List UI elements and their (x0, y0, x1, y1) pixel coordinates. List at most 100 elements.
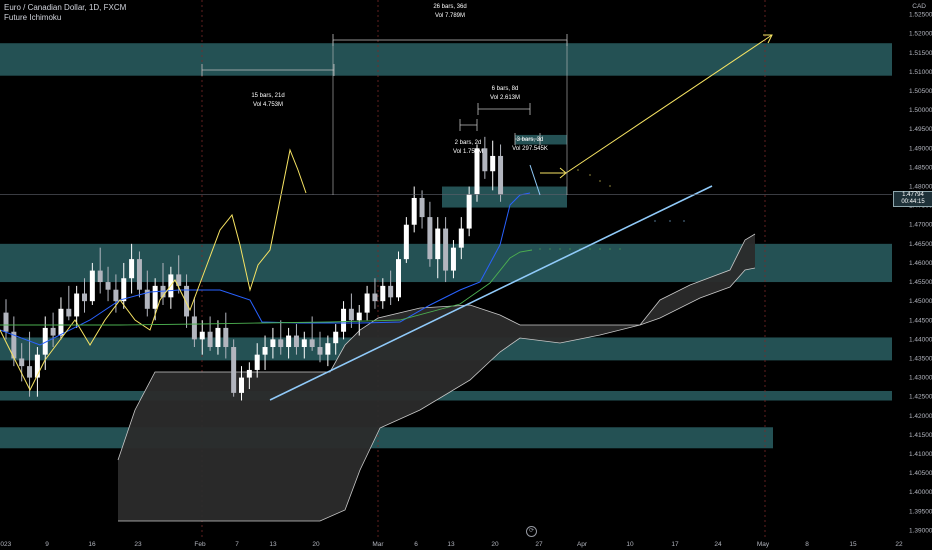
candle (105, 266, 111, 302)
candle-body (278, 339, 284, 348)
candle-body (325, 343, 331, 355)
candle-body (396, 259, 401, 298)
x-tick-label: 10 (626, 541, 634, 548)
trend-line (269, 185, 713, 401)
candle (270, 327, 276, 359)
candle-body (184, 285, 190, 317)
candle-body (105, 282, 111, 290)
y-tick-label: 1.44000 (909, 336, 932, 343)
measure-annotation-title: 3 bars, 3d (517, 137, 544, 143)
x-tick-label: 15 (849, 541, 857, 548)
candle (403, 217, 409, 263)
candle (199, 320, 205, 355)
candle (136, 251, 142, 298)
candle-body (301, 339, 307, 348)
candle-body (144, 289, 150, 309)
candle (450, 240, 456, 279)
x-tick-label: 2023 (0, 541, 12, 548)
candle (341, 301, 347, 340)
candle-body (97, 270, 103, 283)
candle (427, 201, 433, 267)
candle-body (262, 347, 268, 355)
candle (50, 312, 56, 348)
x-tick-label: 6 (414, 541, 418, 548)
candle-body (34, 354, 40, 378)
x-tick-label: 17 (671, 541, 679, 548)
x-tick-label: 23 (134, 541, 142, 548)
chikou-line (0, 249, 533, 326)
candle-body (176, 274, 182, 286)
candle-body (348, 308, 354, 321)
candle-body (11, 331, 17, 359)
candle (27, 331, 33, 397)
candle-body (239, 377, 244, 393)
candle-body (136, 259, 142, 290)
candle (34, 347, 40, 397)
projection-dot (599, 180, 601, 182)
countdown-value: 00:44:15 (901, 199, 925, 205)
candle-body (246, 369, 252, 378)
y-tick-label: 1.47000 (909, 222, 932, 229)
candle-body (466, 194, 472, 229)
projection-dot (539, 248, 541, 250)
candle-body (223, 327, 229, 348)
y-tick-label: 1.51000 (909, 69, 932, 76)
candle-body (215, 327, 221, 348)
x-tick-label: 9 (45, 541, 49, 548)
y-tick-label: 1.43000 (909, 375, 932, 382)
measure-annotation-title: 6 bars, 8d (492, 86, 519, 92)
candle (89, 262, 95, 305)
candle-body (199, 331, 205, 340)
projection-dot (589, 174, 591, 176)
candle (262, 335, 268, 370)
y-tick-label: 1.39000 (909, 527, 932, 534)
candle (348, 293, 354, 328)
candle (364, 285, 370, 321)
candle-body (482, 148, 488, 172)
y-tick-label: 1.39500 (909, 508, 932, 515)
y-tick-label: 1.42000 (909, 413, 932, 420)
pullback-line (529, 164, 541, 196)
candle-body (89, 270, 95, 302)
candle-body (458, 228, 464, 248)
measure-annotation-volume: Vol 7.789M (435, 13, 465, 19)
y-tick-label: 1.48500 (909, 164, 932, 171)
replay-icon[interactable]: ⟳ (526, 526, 537, 537)
candle (66, 285, 72, 321)
x-tick-label: 7 (235, 541, 239, 548)
candle (293, 324, 299, 355)
projection-dot (559, 248, 561, 250)
candle (388, 270, 394, 305)
candle (19, 343, 25, 382)
candle-body (3, 312, 9, 332)
candle-body (435, 228, 441, 260)
candle-body (231, 347, 237, 393)
candle (317, 331, 323, 363)
x-tick-label: 20 (491, 541, 499, 548)
tenkan-line (0, 148, 307, 392)
candle-body (474, 148, 480, 195)
candle-body (58, 308, 64, 336)
candle-body (254, 354, 260, 370)
y-tick-label: 1.50500 (909, 88, 932, 95)
x-tick-label: 13 (447, 541, 455, 548)
candle (191, 297, 197, 348)
candle-body (121, 278, 127, 302)
candle (396, 251, 401, 302)
projection-dot (654, 220, 656, 222)
candle-body (380, 285, 386, 302)
y-tick-label: 1.49500 (909, 126, 932, 133)
projection-dot (577, 169, 579, 171)
candle-body (129, 259, 135, 279)
x-tick-label: 16 (88, 541, 96, 548)
projection-dot (619, 248, 621, 250)
last-price-value: 1.47794 (902, 192, 924, 198)
candle-body (82, 293, 87, 302)
candle (207, 316, 213, 351)
candle-body (443, 228, 449, 271)
y-tick-label: 1.43500 (909, 355, 932, 362)
candle (223, 312, 229, 359)
candle-body (293, 335, 299, 348)
candle-body (372, 293, 378, 302)
